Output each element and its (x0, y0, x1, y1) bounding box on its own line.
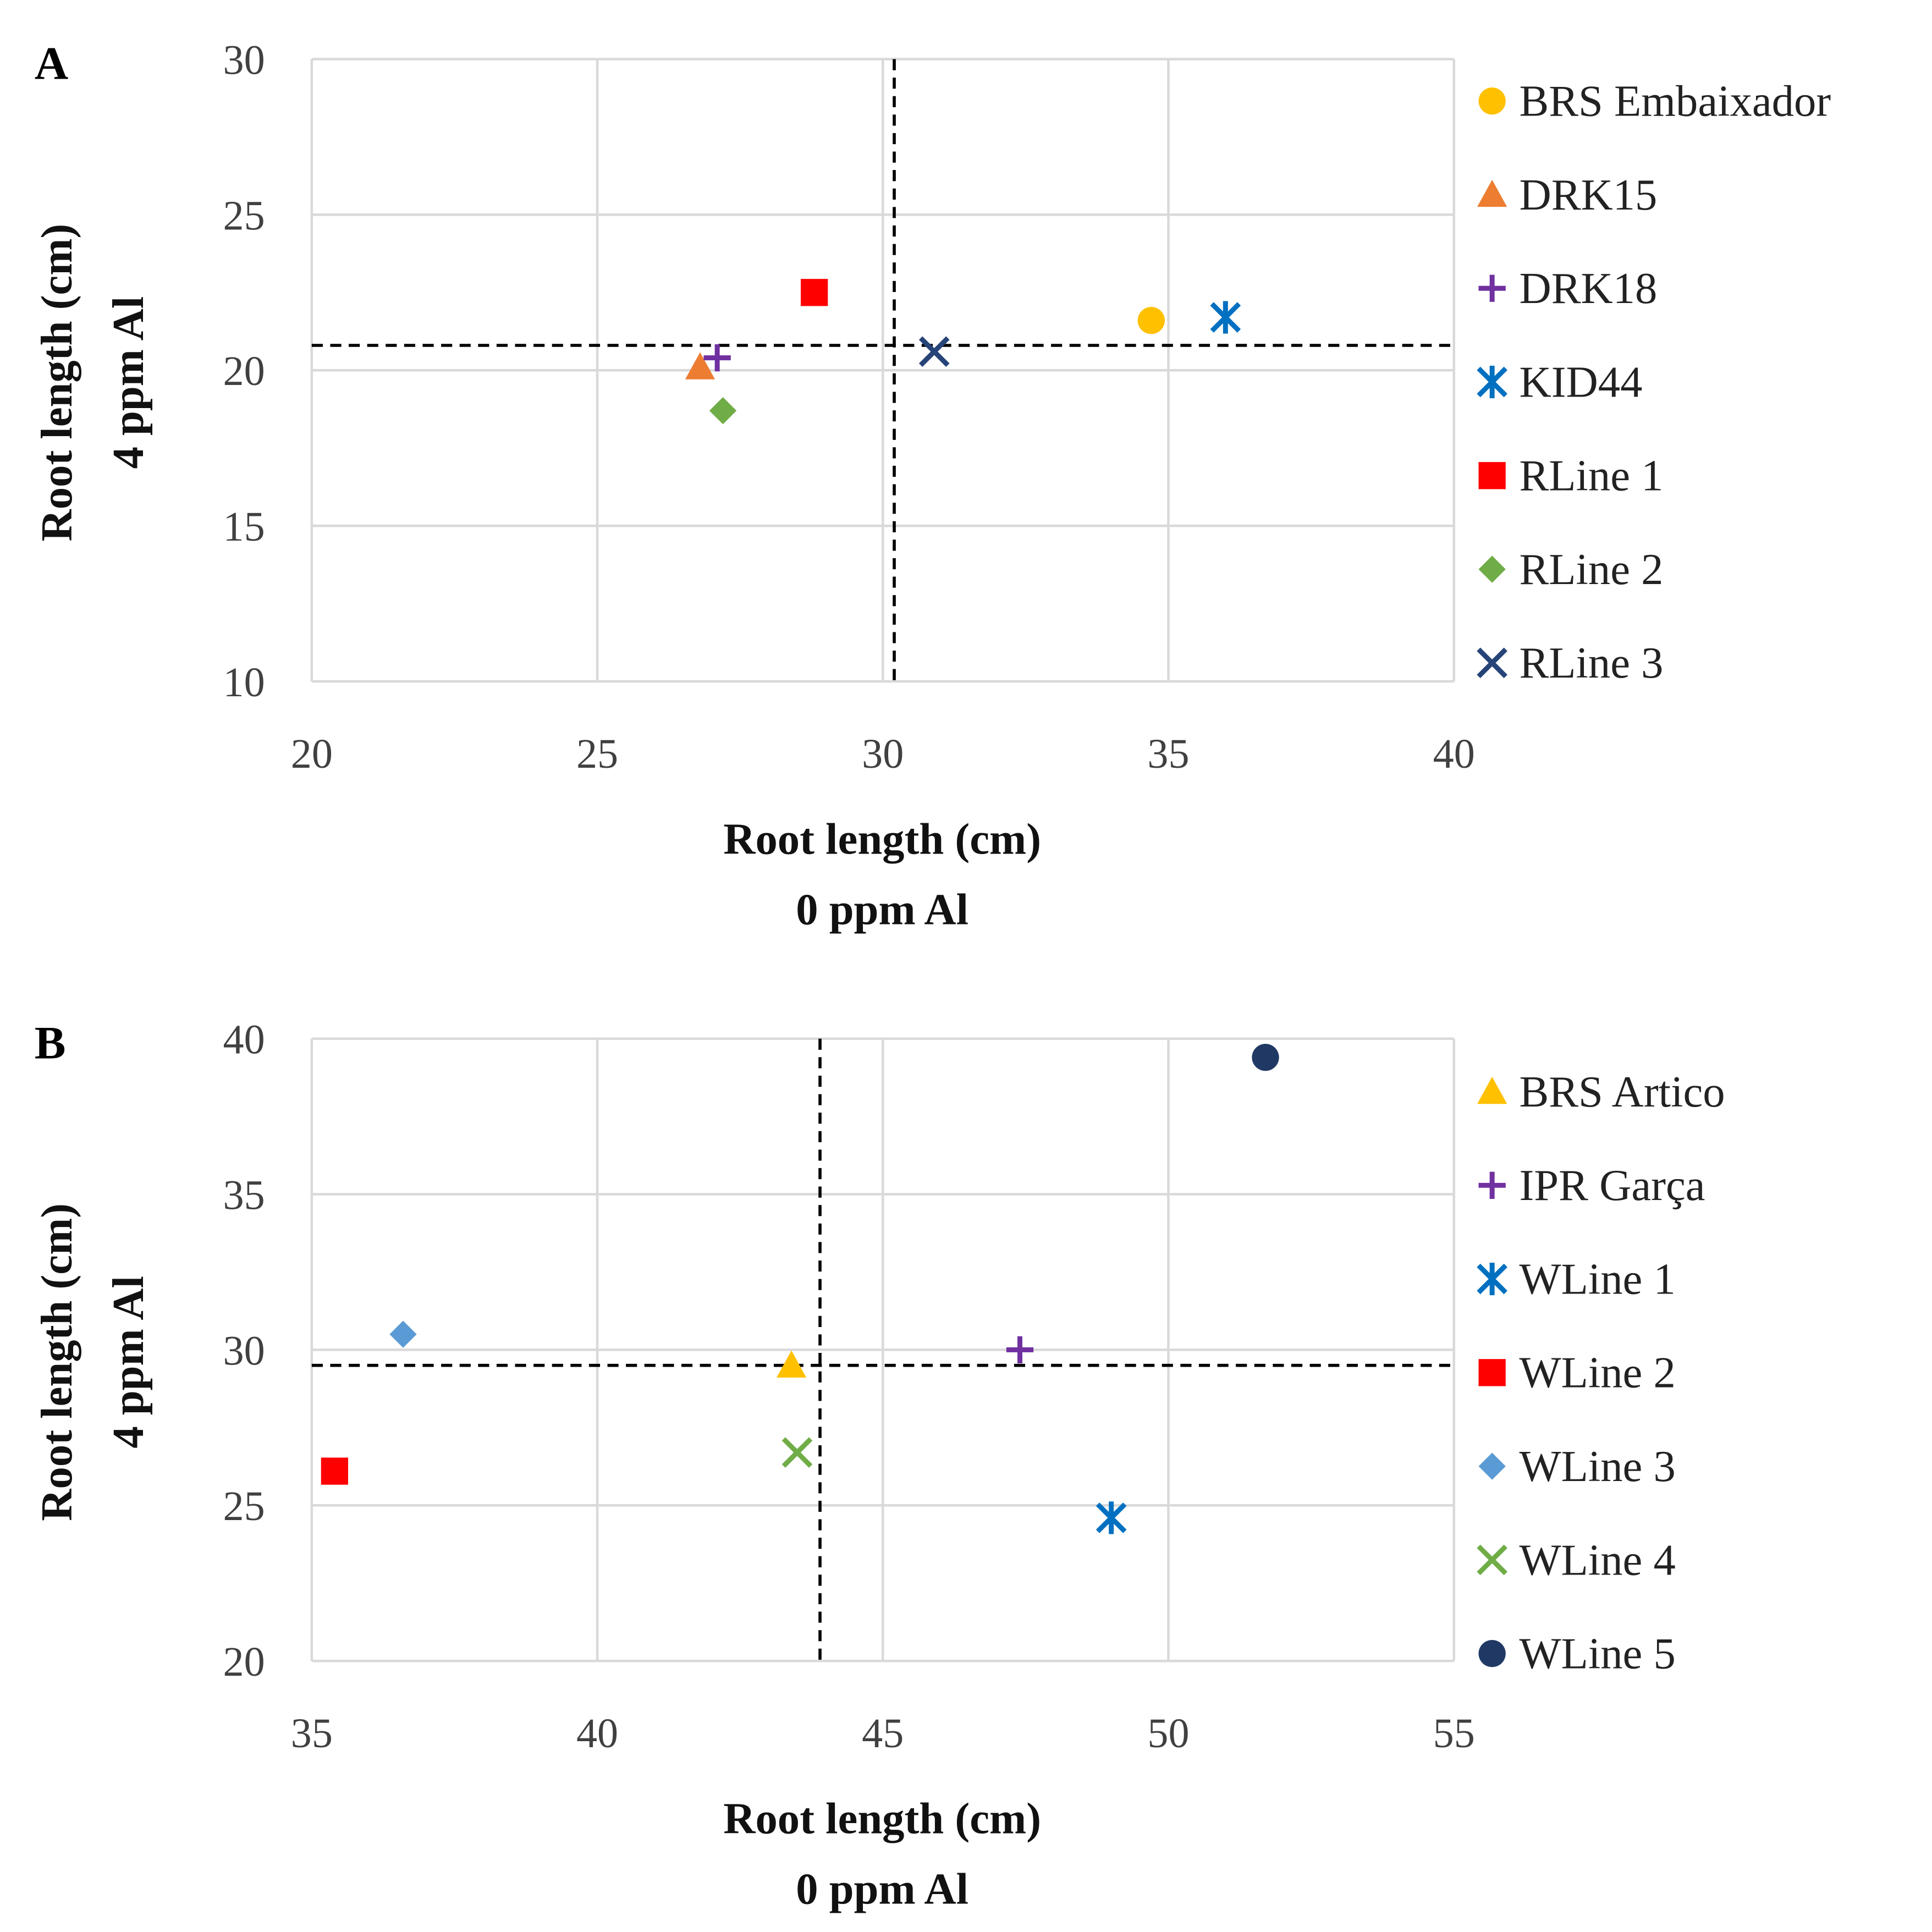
chart-panel-a: A 20 25 30 35 40 10 15 20 25 30 BRS Embaixador DRK15… (32, 37, 1831, 934)
x-axis-title: Root length (cm) (723, 1795, 1041, 1843)
legend-marker-diamond (1478, 555, 1506, 583)
x-tick-label: 35 (1147, 731, 1189, 777)
legend-label: WLine 3 (1519, 1442, 1675, 1491)
data-point-square (321, 1457, 349, 1485)
legend-label: WLine 4 (1519, 1535, 1675, 1584)
data-point-circle (1137, 307, 1165, 334)
x-tick-label: 40 (1433, 731, 1475, 777)
x-tick-label: 55 (1433, 1710, 1475, 1757)
legend-marker-circle (1478, 1640, 1506, 1667)
y-tick-label: 15 (223, 504, 265, 550)
legend-marker-triangle (1477, 179, 1507, 207)
y-tick-label: 25 (223, 192, 265, 239)
data-point-diamond (709, 397, 737, 425)
data-point-plus (703, 344, 731, 372)
x-tick-label: 45 (862, 1710, 904, 1757)
y-tick-label: 20 (223, 348, 265, 394)
y-tick-label: 40 (223, 1017, 265, 1063)
x-axis-subtitle: 0 ppm Al (796, 885, 968, 934)
data-point-x (918, 336, 950, 367)
legend-marker-plus (1478, 1171, 1506, 1199)
y-tick-label: 10 (223, 659, 265, 706)
x-tick-label: 20 (291, 731, 333, 777)
y-axis-title: Root length (cm) (32, 1203, 81, 1521)
legend-label: WLine 2 (1519, 1348, 1675, 1397)
legend-label: RLine 2 (1519, 545, 1663, 594)
x-axis-title: Root length (cm) (723, 815, 1041, 864)
legend-marker-x (1477, 1544, 1507, 1576)
x-tick-label: 25 (576, 731, 618, 777)
y-axis-subtitle: 4 ppm Al (104, 296, 153, 469)
legend-marker-circle (1478, 87, 1506, 115)
data-point-plus (1006, 1336, 1034, 1364)
data-point-square (801, 279, 828, 306)
x-tick-label: 40 (576, 1710, 618, 1757)
chart-panel-b: B 35 40 45 50 55 20 25 30 35 40 BRS Artico IPR Garça… (32, 1017, 1725, 1914)
data-point-triangle (685, 352, 715, 379)
legend-marker-square (1478, 462, 1506, 489)
y-axis-title: Root length (cm) (32, 224, 81, 542)
data-point-asterisk (1096, 1501, 1127, 1534)
x-axis-subtitle: 0 ppm Al (796, 1864, 968, 1913)
data-point-triangle (777, 1350, 807, 1378)
panel-label: A (35, 37, 68, 89)
legend-marker-asterisk (1477, 365, 1507, 399)
legend-label: BRS Artico (1519, 1067, 1725, 1116)
x-tick-label: 35 (291, 1710, 333, 1757)
y-tick-label: 35 (223, 1172, 265, 1218)
legend-marker-x (1477, 647, 1507, 679)
legend-label: IPR Garça (1519, 1161, 1705, 1210)
legend-marker-plus (1478, 274, 1506, 302)
y-tick-label: 30 (223, 37, 265, 83)
legend-label: WLine 5 (1519, 1630, 1675, 1678)
data-point-diamond (389, 1320, 417, 1348)
legend-label: RLine 3 (1519, 639, 1663, 687)
legend-marker-triangle (1477, 1076, 1507, 1104)
legend-label: DRK15 (1519, 170, 1657, 219)
y-tick-label: 30 (223, 1328, 265, 1374)
data-point-circle (1252, 1043, 1279, 1071)
y-axis-subtitle: 4 ppm Al (104, 1276, 153, 1449)
legend-label: WLine 1 (1519, 1254, 1675, 1303)
legend-label: KID44 (1519, 357, 1642, 406)
legend-label: BRS Embaixador (1519, 77, 1831, 126)
legend-label: DRK18 (1519, 264, 1657, 313)
x-tick-label: 50 (1147, 1710, 1189, 1757)
legend-marker-asterisk (1477, 1262, 1507, 1296)
y-tick-label: 25 (223, 1483, 265, 1529)
legend-marker-diamond (1478, 1452, 1506, 1480)
data-point-x (781, 1437, 813, 1468)
panel-label: B (35, 1017, 66, 1069)
data-point-asterisk (1210, 301, 1241, 334)
x-tick-label: 30 (862, 731, 904, 777)
y-tick-label: 20 (223, 1639, 265, 1685)
legend-marker-square (1478, 1359, 1506, 1386)
legend-label: RLine 1 (1519, 452, 1663, 500)
